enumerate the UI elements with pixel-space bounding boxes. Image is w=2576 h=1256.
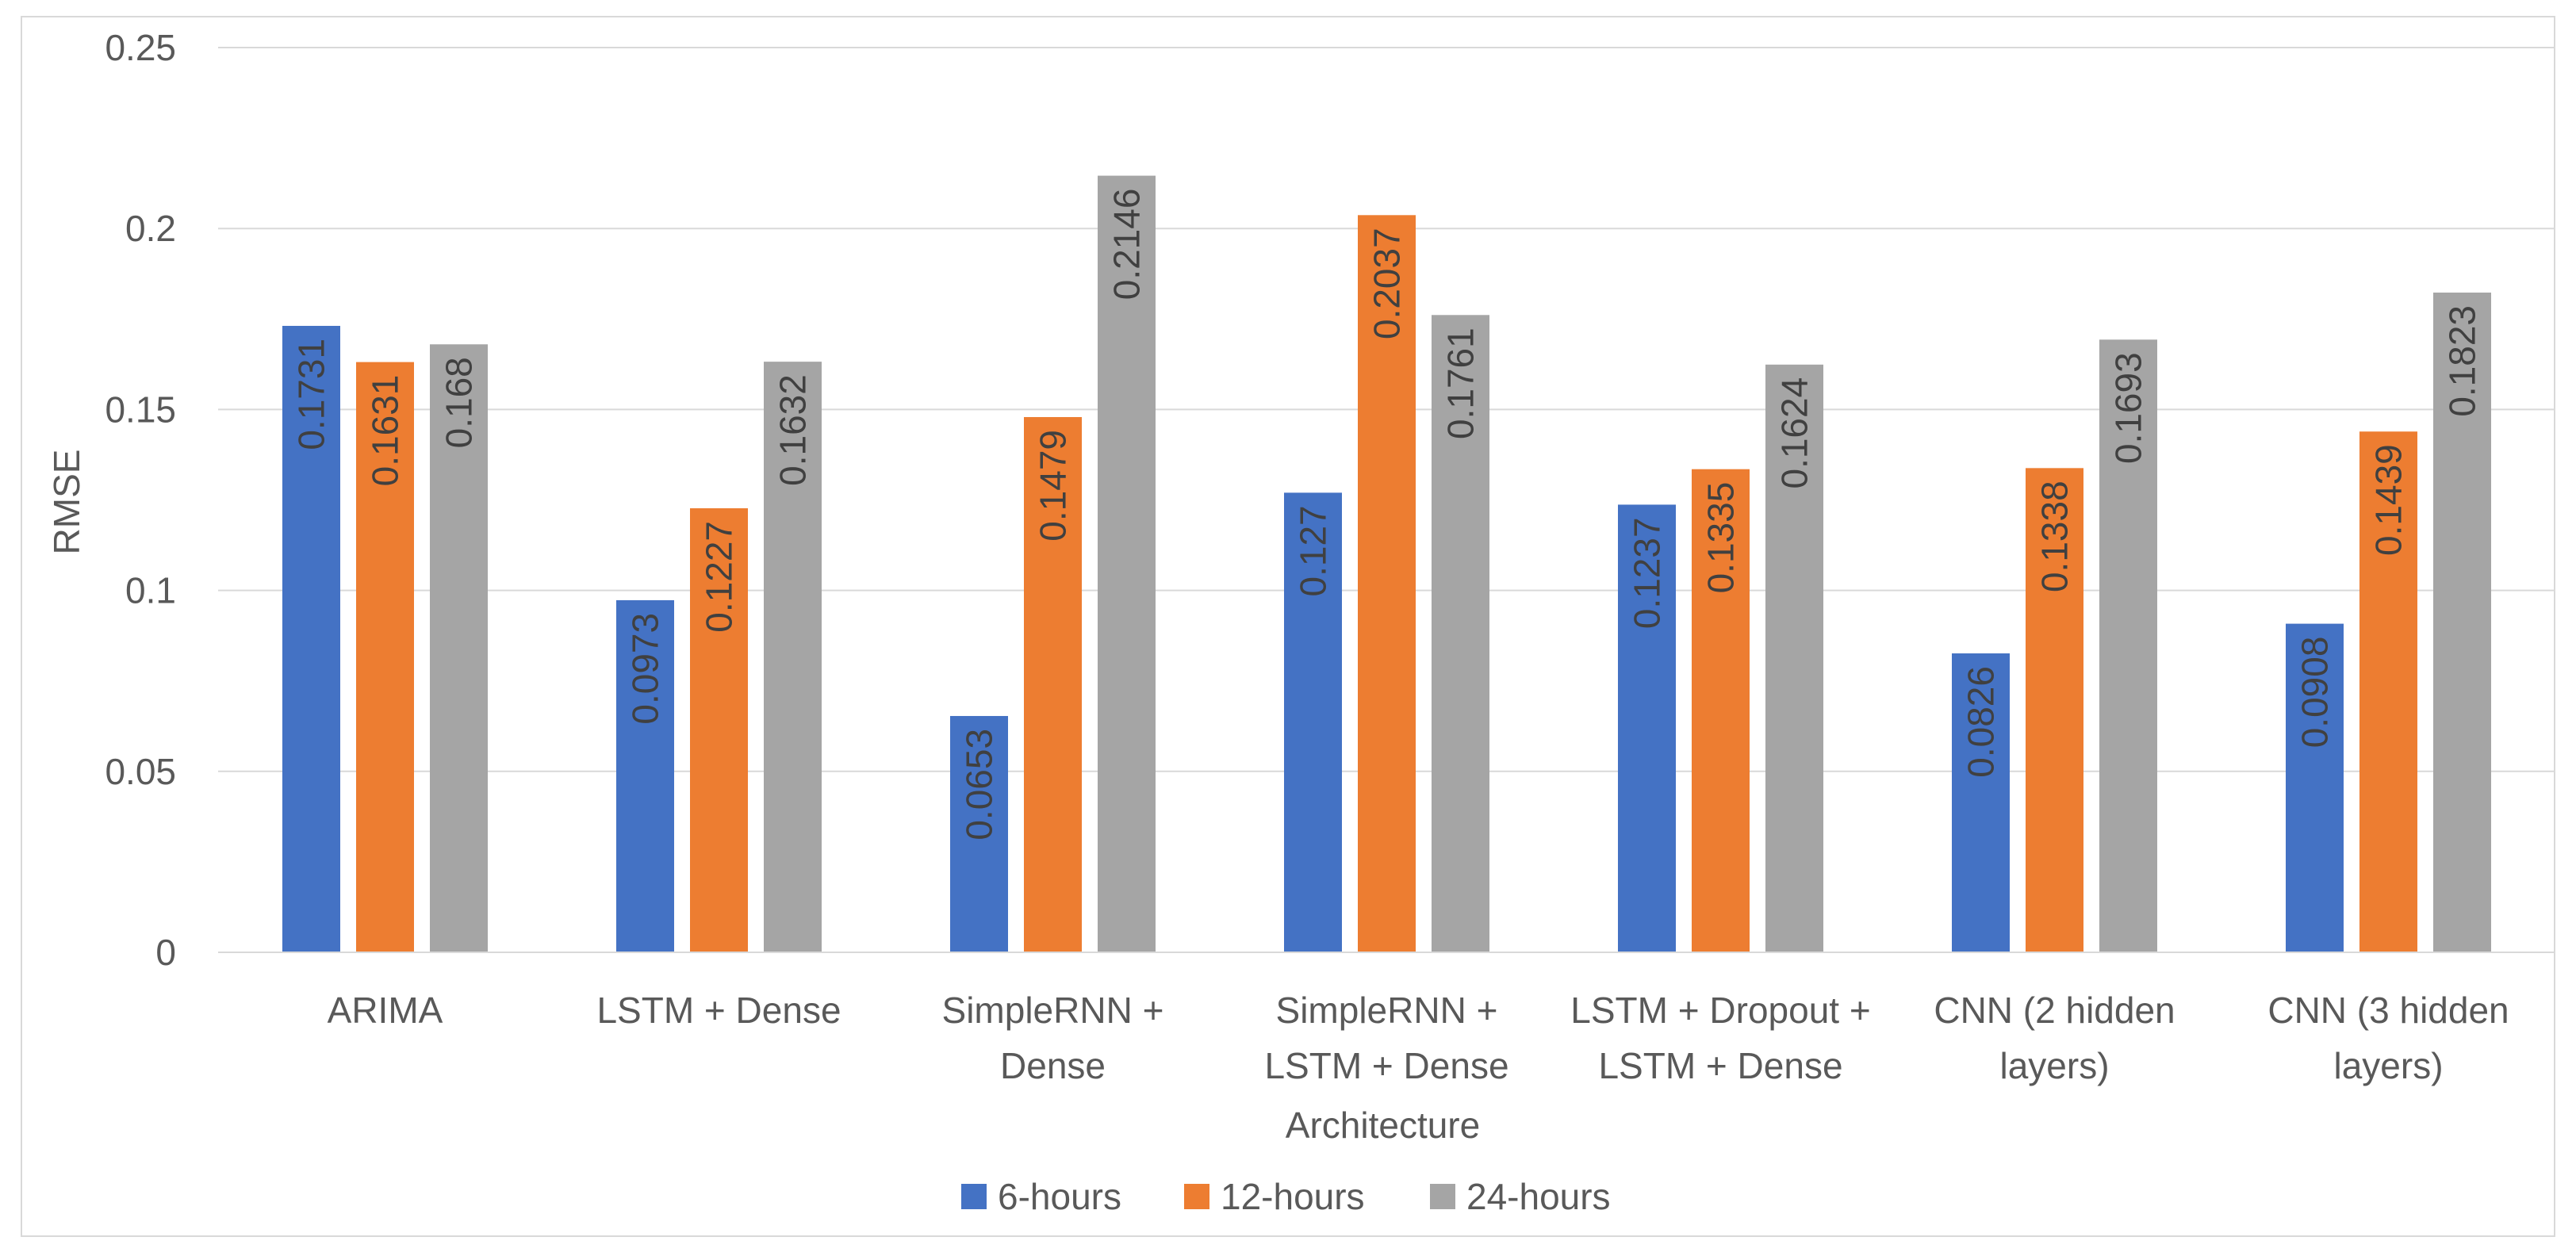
data-label: 0.0826 xyxy=(1961,666,2002,778)
data-label: 0.0653 xyxy=(959,729,1000,841)
legend-label: 6-hours xyxy=(998,1176,1121,1217)
bar xyxy=(430,344,488,952)
bar xyxy=(356,362,414,953)
x-tick-label: ARIMA xyxy=(328,990,443,1031)
bar xyxy=(1618,504,1676,952)
data-label: 0.2037 xyxy=(1367,228,1408,339)
x-tick-label: CNN (2 hidden xyxy=(1934,990,2175,1031)
x-tick-label: layers) xyxy=(2333,1045,2443,1086)
bar xyxy=(1692,469,1750,952)
x-tick-label: SimpleRNN + xyxy=(942,990,1164,1031)
bar xyxy=(1358,215,1416,952)
legend-swatch xyxy=(1430,1184,1455,1209)
data-label: 0.1632 xyxy=(772,374,814,486)
data-label: 0.0908 xyxy=(2294,637,2336,749)
bar xyxy=(950,715,1008,952)
x-tick-label: CNN (3 hidden xyxy=(2267,990,2509,1031)
data-label: 0.1693 xyxy=(2108,352,2149,464)
x-tick-label: layers) xyxy=(1999,1045,2109,1086)
data-label: 0.0973 xyxy=(625,613,666,725)
y-tick-label: 0 xyxy=(155,932,176,973)
data-label: 0.1624 xyxy=(1774,377,1815,489)
data-label: 0.1479 xyxy=(1033,430,1074,542)
x-tick-label: LSTM + Dense xyxy=(596,990,841,1031)
y-tick-label: 0.15 xyxy=(105,389,176,430)
y-tick-label: 0.05 xyxy=(105,751,176,792)
data-label: 0.1237 xyxy=(1627,517,1668,629)
data-label: 0.1823 xyxy=(2442,305,2483,417)
x-tick-label: Dense xyxy=(1000,1045,1106,1086)
x-axis-title: Architecture xyxy=(1286,1105,1480,1146)
data-label: 0.1338 xyxy=(2034,481,2076,592)
data-label: 0.1335 xyxy=(1700,482,1742,594)
bar xyxy=(2433,292,2491,952)
data-label: 0.1731 xyxy=(291,339,332,450)
data-label: 0.2146 xyxy=(1106,189,1148,301)
data-labels: 0.1731 0.1631 0.168 0.0973 0.1227 0.1632 0.065… xyxy=(291,189,2483,841)
bar xyxy=(690,507,748,952)
data-label: 0.1227 xyxy=(699,521,740,633)
bar xyxy=(2286,623,2344,952)
data-label: 0.1439 xyxy=(2368,444,2409,556)
axes: 0 0.05 0.1 0.15 0.2 0.25 ARIMA LSTM + Dense Simp… xyxy=(105,27,2555,1086)
y-tick-label: 0.1 xyxy=(125,570,176,611)
bar xyxy=(1952,653,2010,952)
legend-swatch xyxy=(1184,1184,1209,1209)
bars xyxy=(282,175,2491,953)
bar xyxy=(1765,364,1823,952)
bar xyxy=(616,599,674,952)
bar xyxy=(2099,339,2157,952)
legend: 6-hours 12-hours 24-hours xyxy=(961,1176,1611,1217)
y-tick-label: 0.2 xyxy=(125,208,176,249)
legend-label: 24-hours xyxy=(1466,1176,1611,1217)
bar xyxy=(1024,416,1082,952)
x-tick-label: LSTM + Dense xyxy=(1598,1045,1842,1086)
data-label: 0.168 xyxy=(439,357,480,448)
x-tick-label: LSTM + Dense xyxy=(1264,1045,1508,1086)
bar xyxy=(2359,431,2417,952)
data-label: 0.127 xyxy=(1293,505,1334,596)
x-tick-label: LSTM + Dropout + xyxy=(1570,990,1870,1031)
bar xyxy=(1432,315,1489,952)
data-label: 0.1761 xyxy=(1440,327,1482,439)
data-label: 0.1631 xyxy=(365,375,406,487)
bar xyxy=(282,325,340,953)
bar xyxy=(764,362,822,952)
legend-swatch xyxy=(961,1184,987,1209)
bar xyxy=(1098,175,1156,952)
bar xyxy=(1284,492,1342,952)
y-tick-label: 0.25 xyxy=(105,27,176,68)
x-tick-label: SimpleRNN + xyxy=(1276,990,1498,1031)
legend-label: 12-hours xyxy=(1221,1176,1365,1217)
y-axis-title: RMSE xyxy=(46,450,87,555)
bar xyxy=(2026,468,2083,952)
